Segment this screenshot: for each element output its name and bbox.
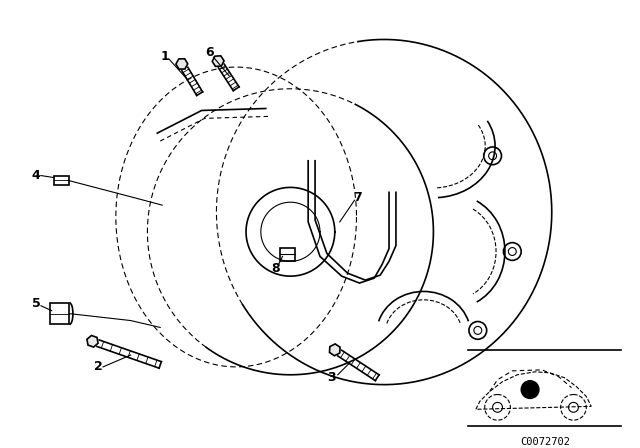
Text: 1: 1 (161, 50, 170, 63)
Text: 7: 7 (353, 191, 362, 204)
Bar (50, 303, 70, 324)
Polygon shape (212, 56, 224, 66)
Polygon shape (176, 59, 188, 69)
Polygon shape (87, 336, 98, 347)
Bar (280, 248, 295, 261)
Text: 6: 6 (205, 46, 214, 59)
Bar (54, 176, 68, 185)
Circle shape (521, 381, 539, 398)
Text: 3: 3 (328, 371, 336, 384)
Text: C0072702: C0072702 (520, 437, 570, 447)
Text: 4: 4 (31, 169, 40, 182)
Polygon shape (330, 344, 340, 356)
Text: 5: 5 (31, 297, 40, 310)
Text: 2: 2 (93, 360, 102, 373)
Text: 8: 8 (271, 262, 280, 275)
